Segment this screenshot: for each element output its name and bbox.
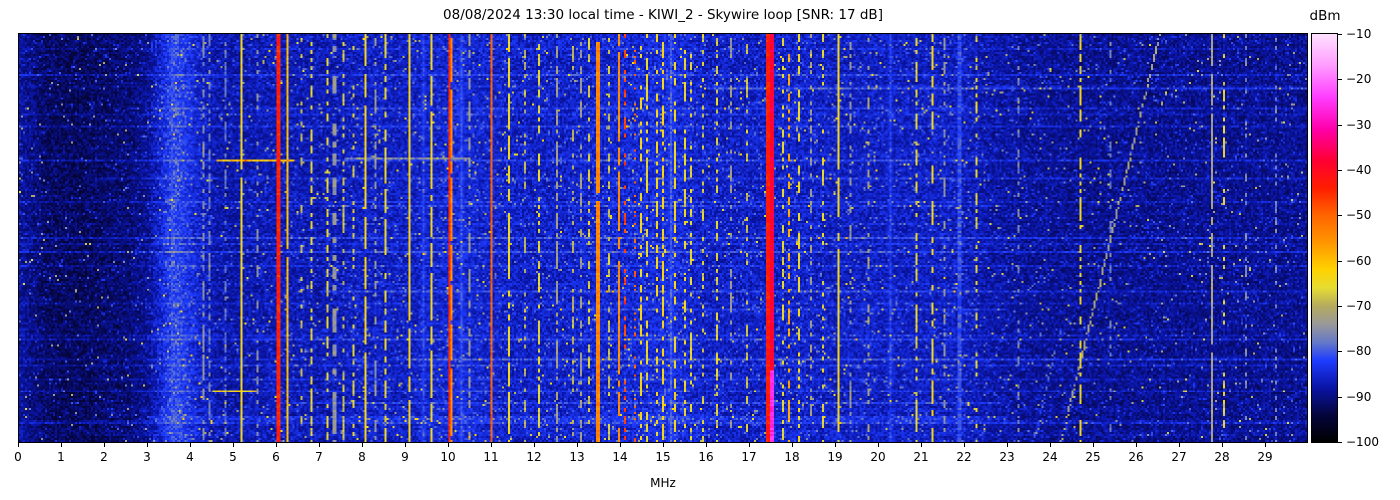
x-tick-label: 23 — [999, 450, 1015, 464]
x-tick-mark — [1136, 443, 1137, 447]
colorbar-tick-mark — [1338, 306, 1342, 307]
x-tick-mark — [878, 443, 879, 447]
colorbar-tick-label: −30 — [1346, 117, 1372, 132]
x-tick-mark — [1050, 443, 1051, 447]
colorbar-gradient — [1311, 33, 1338, 443]
x-tick-label: 7 — [315, 450, 323, 464]
x-tick-label: 14 — [612, 450, 628, 464]
x-tick-label: 13 — [569, 450, 585, 464]
x-tick-mark — [577, 443, 578, 447]
x-tick-mark — [104, 443, 105, 447]
x-tick-mark — [1093, 443, 1094, 447]
x-tick-label: 20 — [870, 450, 886, 464]
colorbar-tick-mark — [1338, 442, 1342, 443]
x-tick-label: 0 — [14, 450, 22, 464]
waterfall-canvas — [19, 34, 1307, 442]
x-tick-label: 2 — [100, 450, 108, 464]
x-tick-label: 22 — [956, 450, 972, 464]
x-tick-mark — [749, 443, 750, 447]
colorbar-tick-label: −100 — [1346, 435, 1379, 449]
colorbar-tick-label: −50 — [1346, 208, 1372, 223]
x-tick-mark — [233, 443, 234, 447]
x-tick-mark — [276, 443, 277, 447]
x-tick-label: 24 — [1042, 450, 1058, 464]
x-axis-label: MHz — [650, 476, 676, 490]
x-tick-mark — [792, 443, 793, 447]
x-tick-mark — [620, 443, 621, 447]
colorbar-tick-label: −20 — [1346, 72, 1372, 87]
x-tick-mark — [362, 443, 363, 447]
colorbar-tick-mark — [1338, 351, 1342, 353]
x-tick-label: 18 — [784, 450, 800, 464]
colorbar-tick-mark — [1338, 170, 1342, 171]
x-tick-label: 25 — [1085, 450, 1101, 464]
x-tick-label: 6 — [272, 450, 280, 464]
x-tick-label: 27 — [1171, 450, 1187, 464]
x-tick-mark — [405, 443, 406, 447]
colorbar-tick-label: −40 — [1346, 163, 1372, 177]
colorbar-tick-mark — [1338, 34, 1342, 35]
chart-title: 08/08/2024 13:30 local time - KIWI_2 - S… — [443, 7, 883, 23]
x-tick-mark — [1007, 443, 1008, 447]
x-tick-mark — [61, 443, 62, 447]
colorbar-axis: −10 −20 −30 −40 −50 −60 −70 −80 −90 −100 — [1338, 27, 1400, 449]
x-tick-label: 26 — [1128, 450, 1144, 464]
x-tick-label: 15 — [655, 450, 671, 464]
x-tick-mark — [835, 443, 836, 447]
x-tick-mark — [319, 443, 320, 447]
x-tick-mark — [964, 443, 965, 447]
x-tick-label: 8 — [358, 450, 366, 464]
x-tick-mark — [18, 443, 19, 447]
x-tick-mark — [147, 443, 148, 447]
colorbar-tick-label: −90 — [1346, 389, 1372, 404]
x-tick-label: 17 — [741, 450, 757, 464]
x-tick-mark — [491, 443, 492, 447]
x-tick-label: 10 — [440, 450, 456, 464]
x-tick-label: 28 — [1214, 450, 1230, 464]
x-tick-mark — [663, 443, 664, 447]
x-tick-mark — [448, 443, 449, 447]
colorbar-tick-label: −70 — [1346, 299, 1372, 313]
colorbar-label: dBm — [1309, 8, 1341, 24]
x-tick-mark — [1179, 443, 1180, 447]
x-tick-label: 3 — [143, 450, 151, 464]
x-tick-mark — [1265, 443, 1266, 447]
x-tick-label: 1 — [57, 450, 65, 464]
x-tick-label: 5 — [229, 450, 237, 464]
colorbar-tick-mark — [1338, 260, 1342, 262]
colorbar-tick-mark — [1338, 215, 1342, 217]
x-axis: 0 1 2 3 4 5 6 7 8 9 10 11 12 13 14 15 16 17 18 19 20 21 22 23 24… — [14, 443, 1308, 477]
waterfall-plot — [18, 33, 1308, 443]
x-tick-mark — [921, 443, 922, 447]
x-tick-label: 21 — [913, 450, 929, 464]
x-tick-label: 29 — [1257, 450, 1273, 464]
x-tick-mark — [706, 443, 707, 447]
colorbar-tick-label: −80 — [1346, 344, 1372, 359]
colorbar-tick-mark — [1338, 396, 1342, 398]
x-tick-label: 11 — [483, 450, 499, 464]
x-tick-label: 19 — [827, 450, 843, 464]
x-tick-mark — [534, 443, 535, 447]
colorbar-tick-label: −60 — [1346, 253, 1372, 268]
x-tick-mark — [1222, 443, 1223, 447]
colorbar-tick-mark — [1338, 124, 1342, 126]
colorbar-tick-mark — [1338, 79, 1342, 81]
x-tick-label: 4 — [186, 450, 194, 464]
x-tick-label: 16 — [698, 450, 714, 464]
colorbar-tick-label: −10 — [1346, 27, 1372, 41]
x-tick-label: 9 — [401, 450, 409, 464]
x-tick-mark — [190, 443, 191, 447]
x-tick-label: 12 — [526, 450, 542, 464]
